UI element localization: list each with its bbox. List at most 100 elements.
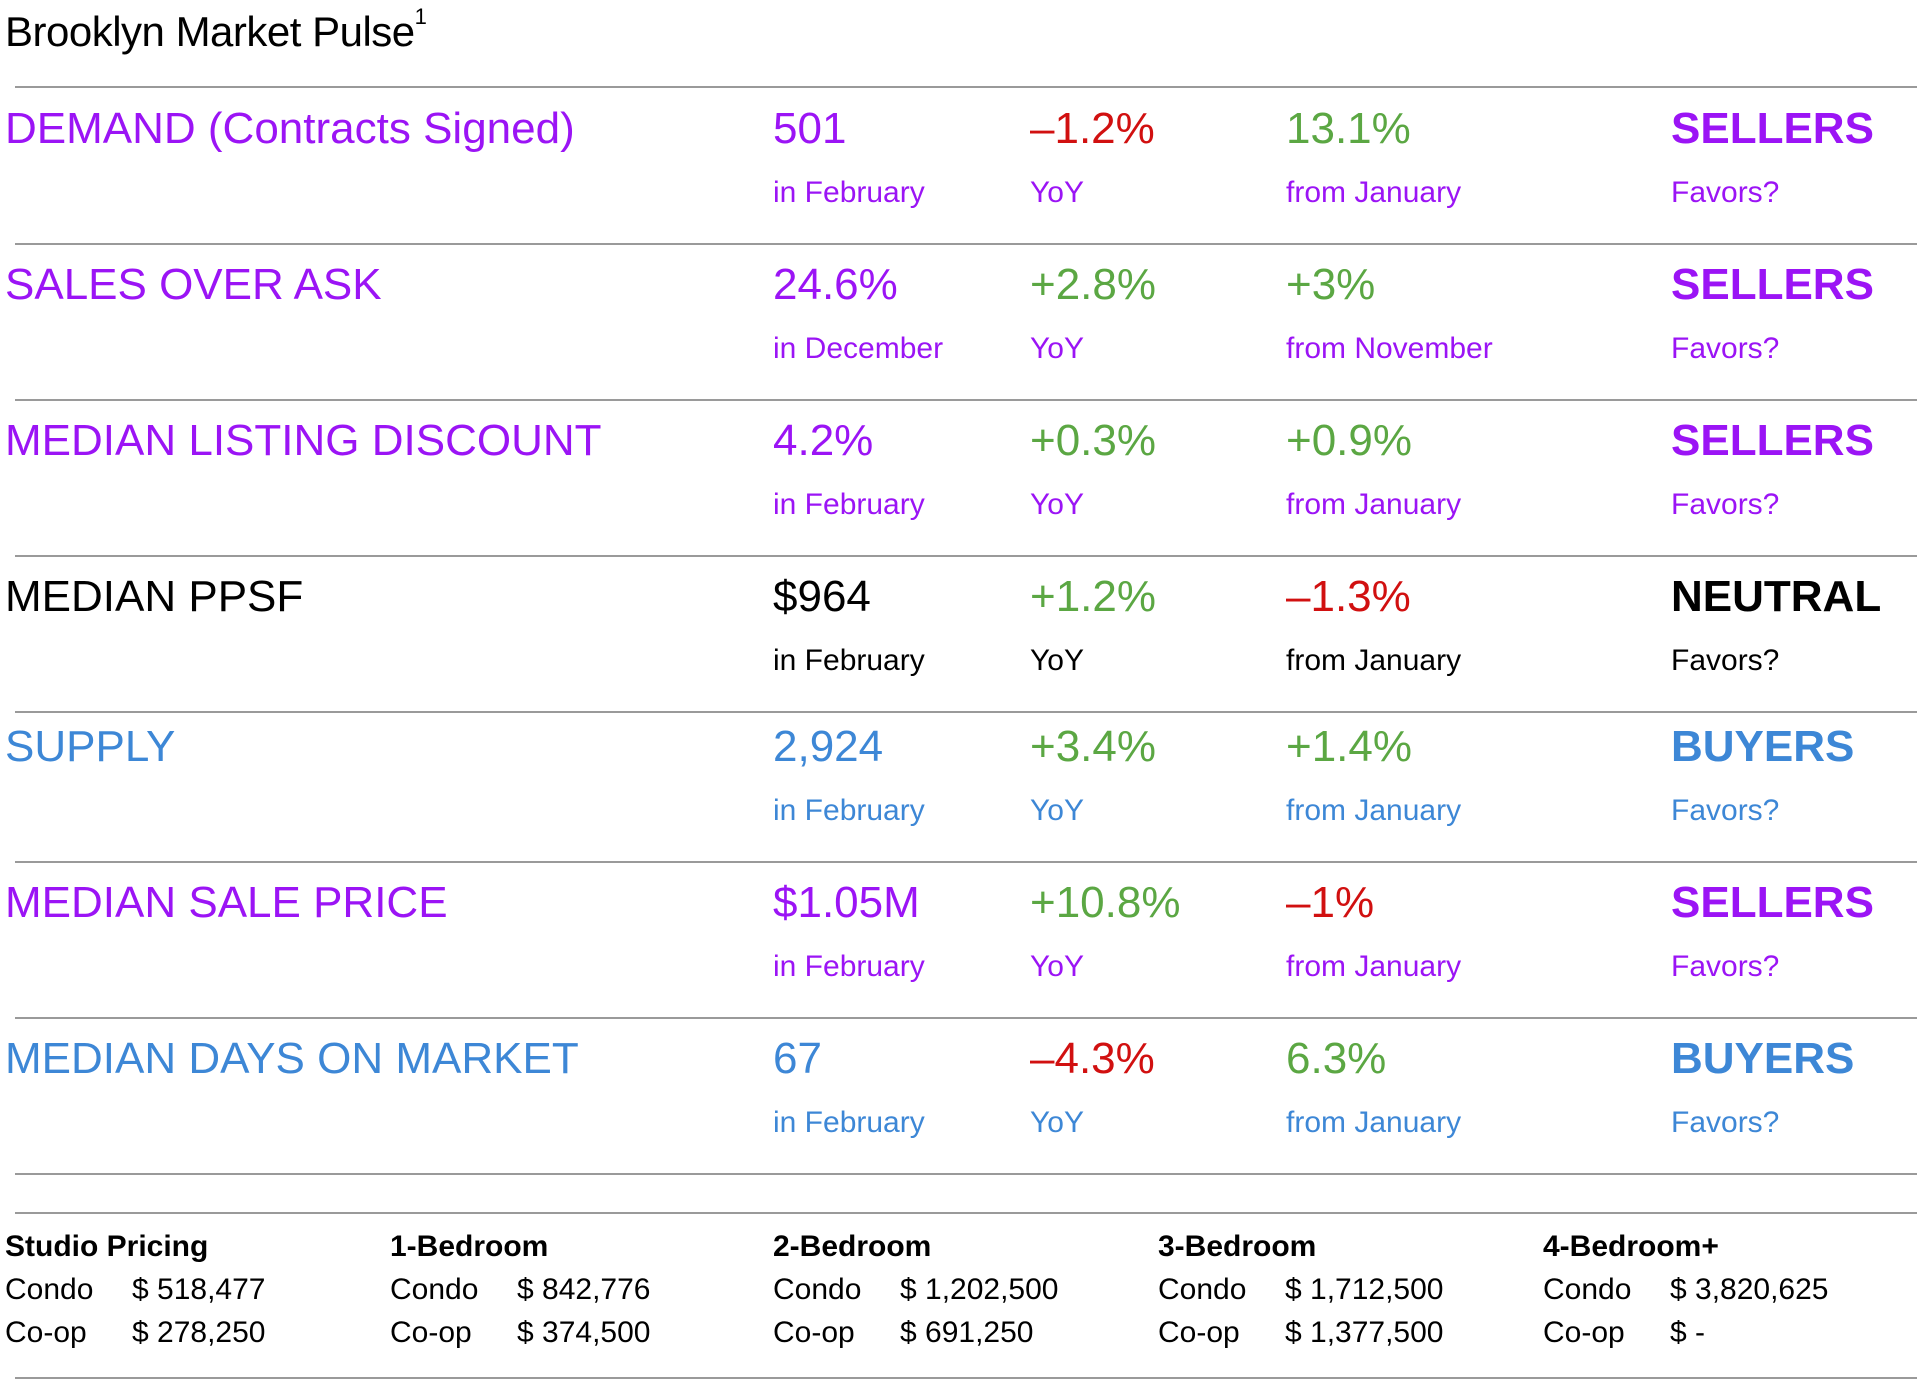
- metric-mom-label: from January: [1286, 488, 1462, 521]
- pricing-amount: $ 278,250: [132, 1316, 266, 1349]
- pricing-row-condo: Condo $ 3,820,625: [1543, 1268, 1828, 1311]
- pricing-type-label: Co-op: [773, 1316, 855, 1349]
- pricing-type-label: Co-op: [390, 1316, 472, 1349]
- metric-mom-change: 13.1%: [1286, 104, 1411, 153]
- metric-mom-label: from November: [1286, 332, 1493, 365]
- metric-row-median-days-on-market: MEDIAN DAYS ON MARKET 67 in February –4.…: [0, 1018, 1920, 1174]
- pricing-row-coop: Co-op $ 691,250: [773, 1311, 1033, 1354]
- pricing-row-coop: Co-op $ 374,500: [390, 1311, 650, 1354]
- metric-mom-label: from January: [1286, 950, 1462, 983]
- metric-mom-label: from January: [1286, 794, 1462, 827]
- divider: [15, 86, 1917, 88]
- divider: [15, 1212, 1917, 1214]
- metric-yoy-label: YoY: [1030, 488, 1084, 521]
- pricing-amount: $ 1,202,500: [900, 1273, 1059, 1306]
- metric-mom-change: +0.9%: [1286, 416, 1412, 465]
- pricing-row-coop: Co-op $ -: [1543, 1311, 1719, 1354]
- metric-favors-value: BUYERS: [1671, 1034, 1855, 1083]
- metric-mom-change: –1.3%: [1286, 572, 1411, 621]
- metric-value: 501: [773, 104, 847, 153]
- title-footnote-marker: 1: [414, 4, 427, 29]
- metric-value-period: in February: [773, 488, 925, 521]
- metric-favors-value: SELLERS: [1671, 260, 1874, 309]
- pricing-row-coop: Co-op $ 278,250: [5, 1311, 265, 1354]
- metric-value-period: in February: [773, 950, 925, 983]
- metric-favors-label: Favors?: [1671, 644, 1780, 677]
- metric-yoy-label: YoY: [1030, 950, 1084, 983]
- metric-favors-value: BUYERS: [1671, 722, 1855, 771]
- pricing-amount: $ 691,250: [900, 1316, 1034, 1349]
- pricing-header: 3-Bedroom: [1158, 1230, 1317, 1263]
- metric-name: MEDIAN LISTING DISCOUNT: [5, 416, 602, 465]
- pricing-type-label: Co-op: [5, 1316, 87, 1349]
- metric-value-period: in February: [773, 1106, 925, 1139]
- pricing-row-condo: Condo $ 842,776: [390, 1268, 650, 1311]
- metric-yoy-change: –4.3%: [1030, 1034, 1155, 1083]
- metric-value: $1.05M: [773, 878, 920, 927]
- metric-mom-label: from January: [1286, 1106, 1462, 1139]
- metric-value-period: in February: [773, 644, 925, 677]
- divider: [15, 1017, 1917, 1019]
- pricing-block-2-bedroom: 2-Bedroom Condo $ 1,202,500 Co-op $ 691,…: [773, 1225, 1058, 1354]
- pricing-amount: $ 3,820,625: [1670, 1273, 1829, 1306]
- metric-yoy-change: +0.3%: [1030, 416, 1156, 465]
- metric-favors-value: NEUTRAL: [1671, 572, 1882, 621]
- pricing-type-label: Condo: [1158, 1273, 1247, 1306]
- metric-name: MEDIAN SALE PRICE: [5, 878, 448, 927]
- metric-favors-value: SELLERS: [1671, 416, 1874, 465]
- divider: [15, 711, 1917, 713]
- divider: [15, 243, 1917, 245]
- pricing-block-4-bedroom-plus: 4-Bedroom+ Condo $ 3,820,625 Co-op $ -: [1543, 1225, 1828, 1354]
- metric-row-supply: SUPPLY 2,924 in February +3.4% YoY +1.4%…: [0, 706, 1920, 862]
- pricing-amount: $ 1,712,500: [1285, 1273, 1444, 1306]
- metric-name: MEDIAN PPSF: [5, 572, 304, 621]
- metric-favors-label: Favors?: [1671, 488, 1780, 521]
- metric-row-median-sale-price: MEDIAN SALE PRICE $1.05M in February +10…: [0, 862, 1920, 1018]
- pricing-header: 4-Bedroom+: [1543, 1230, 1719, 1263]
- metric-yoy-label: YoY: [1030, 1106, 1084, 1139]
- pricing-header: 2-Bedroom: [773, 1230, 932, 1263]
- metric-value: 2,924: [773, 722, 884, 771]
- pricing-amount: $ 842,776: [517, 1273, 651, 1306]
- metric-name: DEMAND (Contracts Signed): [5, 104, 575, 153]
- metric-row-median-ppsf: MEDIAN PPSF $964 in February +1.2% YoY –…: [0, 556, 1920, 712]
- metric-name: SALES OVER ASK: [5, 260, 382, 309]
- divider: [15, 555, 1917, 557]
- metric-favors-label: Favors?: [1671, 1106, 1780, 1139]
- metric-yoy-change: +1.2%: [1030, 572, 1156, 621]
- pricing-block-1-bedroom: 1-Bedroom Condo $ 842,776 Co-op $ 374,50…: [390, 1225, 650, 1354]
- divider: [15, 861, 1917, 863]
- metric-favors-label: Favors?: [1671, 176, 1780, 209]
- metric-yoy-change: +10.8%: [1030, 878, 1181, 927]
- divider: [15, 399, 1917, 401]
- metric-yoy-label: YoY: [1030, 644, 1084, 677]
- metric-value: 67: [773, 1034, 822, 1083]
- metric-mom-change: 6.3%: [1286, 1034, 1387, 1083]
- metric-name: SUPPLY: [5, 722, 176, 771]
- pricing-amount: $ 374,500: [517, 1316, 651, 1349]
- pricing-type-label: Co-op: [1158, 1316, 1240, 1349]
- metric-yoy-label: YoY: [1030, 332, 1084, 365]
- metric-name: MEDIAN DAYS ON MARKET: [5, 1034, 579, 1083]
- pricing-type-label: Condo: [1543, 1273, 1632, 1306]
- pricing-type-label: Condo: [5, 1273, 94, 1306]
- pricing-amount: $ -: [1670, 1316, 1706, 1349]
- metric-mom-label: from January: [1286, 644, 1462, 677]
- metric-mom-label: from January: [1286, 176, 1462, 209]
- metric-favors-label: Favors?: [1671, 950, 1780, 983]
- pricing-type-label: Condo: [390, 1273, 479, 1306]
- pricing-row-condo: Condo $ 1,712,500: [1158, 1268, 1443, 1311]
- metric-value-period: in February: [773, 794, 925, 827]
- metric-mom-change: +1.4%: [1286, 722, 1412, 771]
- metric-value: 4.2%: [773, 416, 874, 465]
- metric-favors-value: SELLERS: [1671, 104, 1874, 153]
- title-text: Brooklyn Market Pulse: [5, 8, 415, 55]
- metric-row-sales-over-ask: SALES OVER ASK 24.6% in December +2.8% Y…: [0, 244, 1920, 400]
- metric-mom-change: +3%: [1286, 260, 1376, 309]
- metric-yoy-change: –1.2%: [1030, 104, 1155, 153]
- metric-row-median-listing-discount: MEDIAN LISTING DISCOUNT 4.2% in February…: [0, 400, 1920, 556]
- metric-favors-value: SELLERS: [1671, 878, 1874, 927]
- pricing-type-label: Condo: [773, 1273, 862, 1306]
- pricing-amount: $ 518,477: [132, 1273, 266, 1306]
- divider: [15, 1173, 1917, 1175]
